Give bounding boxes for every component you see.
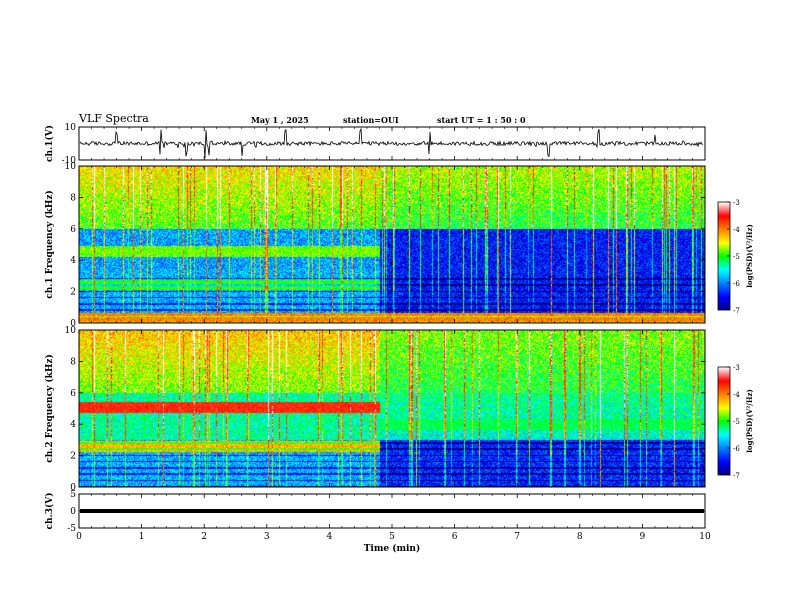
ch1-waveform-frame xyxy=(78,126,706,161)
x-tick-label: 4 xyxy=(327,532,333,542)
ch2-colorbar-label: log(PSD)(V²/Hz) xyxy=(745,389,754,453)
y-tick-label: 0 xyxy=(70,319,76,329)
ch2-spectrogram-image xyxy=(79,330,705,487)
ch3-waveform-ylabel: ch.3(V) xyxy=(44,493,55,530)
x-tick-label: 7 xyxy=(514,532,520,542)
x-tick-label: 10 xyxy=(699,532,711,542)
x-tick-label: 5 xyxy=(389,532,395,542)
header-station: station=OUI xyxy=(343,115,399,125)
x-tick-label: 1 xyxy=(139,532,145,542)
x-tick-label: 3 xyxy=(264,532,270,542)
header-start-time: start UT = 1 : 50 : 0 xyxy=(437,115,526,125)
y-tick-label: 4 xyxy=(70,256,76,266)
x-tick-label: 0 xyxy=(76,532,82,542)
y-tick-label: 4 xyxy=(70,420,76,430)
ch1-waveform-trace xyxy=(79,127,704,159)
x-tick-label: 6 xyxy=(452,532,458,542)
ch1-colorbar-label: log(PSD)(V²/Hz) xyxy=(745,224,754,288)
x-axis-label: Time (min) xyxy=(364,543,421,554)
colorbar-tick-label: -3 xyxy=(733,199,740,207)
colorbar-tick-label: -7 xyxy=(733,307,740,315)
y-tick-label: 8 xyxy=(70,357,76,367)
y-tick-label: 0 xyxy=(70,507,76,517)
y-tick-label: -5 xyxy=(67,524,76,534)
colorbar-tick-label: -6 xyxy=(733,280,740,288)
colorbar-tick-label: -5 xyxy=(733,253,740,261)
x-tick-label: 2 xyxy=(201,532,207,542)
colorbar-tick-label: -6 xyxy=(733,445,740,453)
y-tick-label: 6 xyxy=(70,225,76,235)
y-tick-label: -10 xyxy=(62,156,77,166)
y-tick-label: 10 xyxy=(65,162,77,172)
colorbar-tick-label: -3 xyxy=(733,364,740,372)
x-tick-label: 9 xyxy=(640,532,646,542)
colorbar-tick-label: -4 xyxy=(733,391,740,399)
ch1-spectrogram-image xyxy=(79,166,705,323)
colorbar-tick-label: -4 xyxy=(733,226,740,234)
y-tick-label: 2 xyxy=(70,452,76,462)
y-tick-label: 8 xyxy=(70,193,76,203)
ch1-waveform-ylabel: ch.1(V) xyxy=(44,125,55,162)
y-tick-label: 6 xyxy=(70,389,76,399)
y-tick-label: 0 xyxy=(70,483,76,493)
header-title: VLF Spectra xyxy=(79,112,149,125)
ch1-spectrogram-ylabel: ch.1 Frequency (kHz) xyxy=(44,190,55,299)
y-tick-label: 10 xyxy=(65,123,77,133)
y-tick-label: 2 xyxy=(70,288,76,298)
ch2-spectrogram-ylabel: ch.2 Frequency (kHz) xyxy=(44,354,55,463)
header-date: May 1 , 2025 xyxy=(251,115,309,125)
colorbar-tick-label: -7 xyxy=(733,472,740,480)
x-tick-label: 8 xyxy=(577,532,583,542)
colorbar-tick-label: -5 xyxy=(733,418,740,426)
y-tick-label: 10 xyxy=(65,326,77,336)
y-tick-label: 5 xyxy=(70,490,76,500)
